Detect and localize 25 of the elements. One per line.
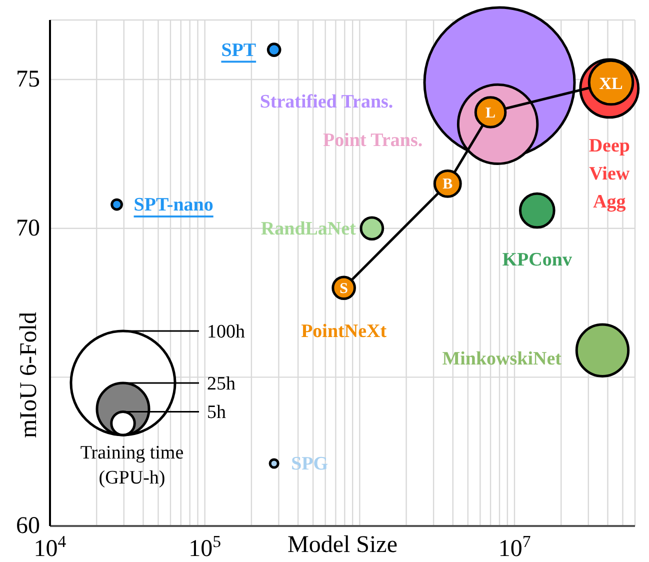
series-label: KPConv <box>502 248 572 270</box>
series-label: SPG <box>291 452 328 474</box>
series-label: Stratified Trans. <box>260 91 394 112</box>
annotation: B <box>442 176 453 193</box>
series-label: Point Trans. <box>323 130 423 151</box>
x-tick-label: 10$^{7}$ <box>498 532 531 562</box>
series-label: PointNeXt <box>301 320 388 342</box>
legend-label: 5h <box>207 402 226 424</box>
annotation: L <box>486 105 496 122</box>
annotation: S <box>340 280 348 297</box>
annotation: XL <box>599 74 623 94</box>
series-label: MinkowskiNet <box>442 348 562 369</box>
legend-label: 25h <box>207 374 236 394</box>
series-label: SPT <box>221 39 256 60</box>
y-tick-label: 75 <box>16 66 40 93</box>
y-tick-label: 70 <box>16 215 40 242</box>
y-axis-title: mIoU 6-Fold <box>16 312 42 438</box>
legend-title: Training time (GPU-h) <box>80 442 184 488</box>
y-tick-label: 60 <box>16 513 40 539</box>
x-axis-title: Model Size <box>288 532 398 558</box>
x-tick-label: 10$^{5}$ <box>188 532 222 562</box>
series-label: SPT-nano <box>134 194 214 216</box>
series-label: Deep View Agg <box>588 134 630 212</box>
legend-label: 100h <box>207 322 246 342</box>
series-label: RandLaNet <box>260 218 357 239</box>
